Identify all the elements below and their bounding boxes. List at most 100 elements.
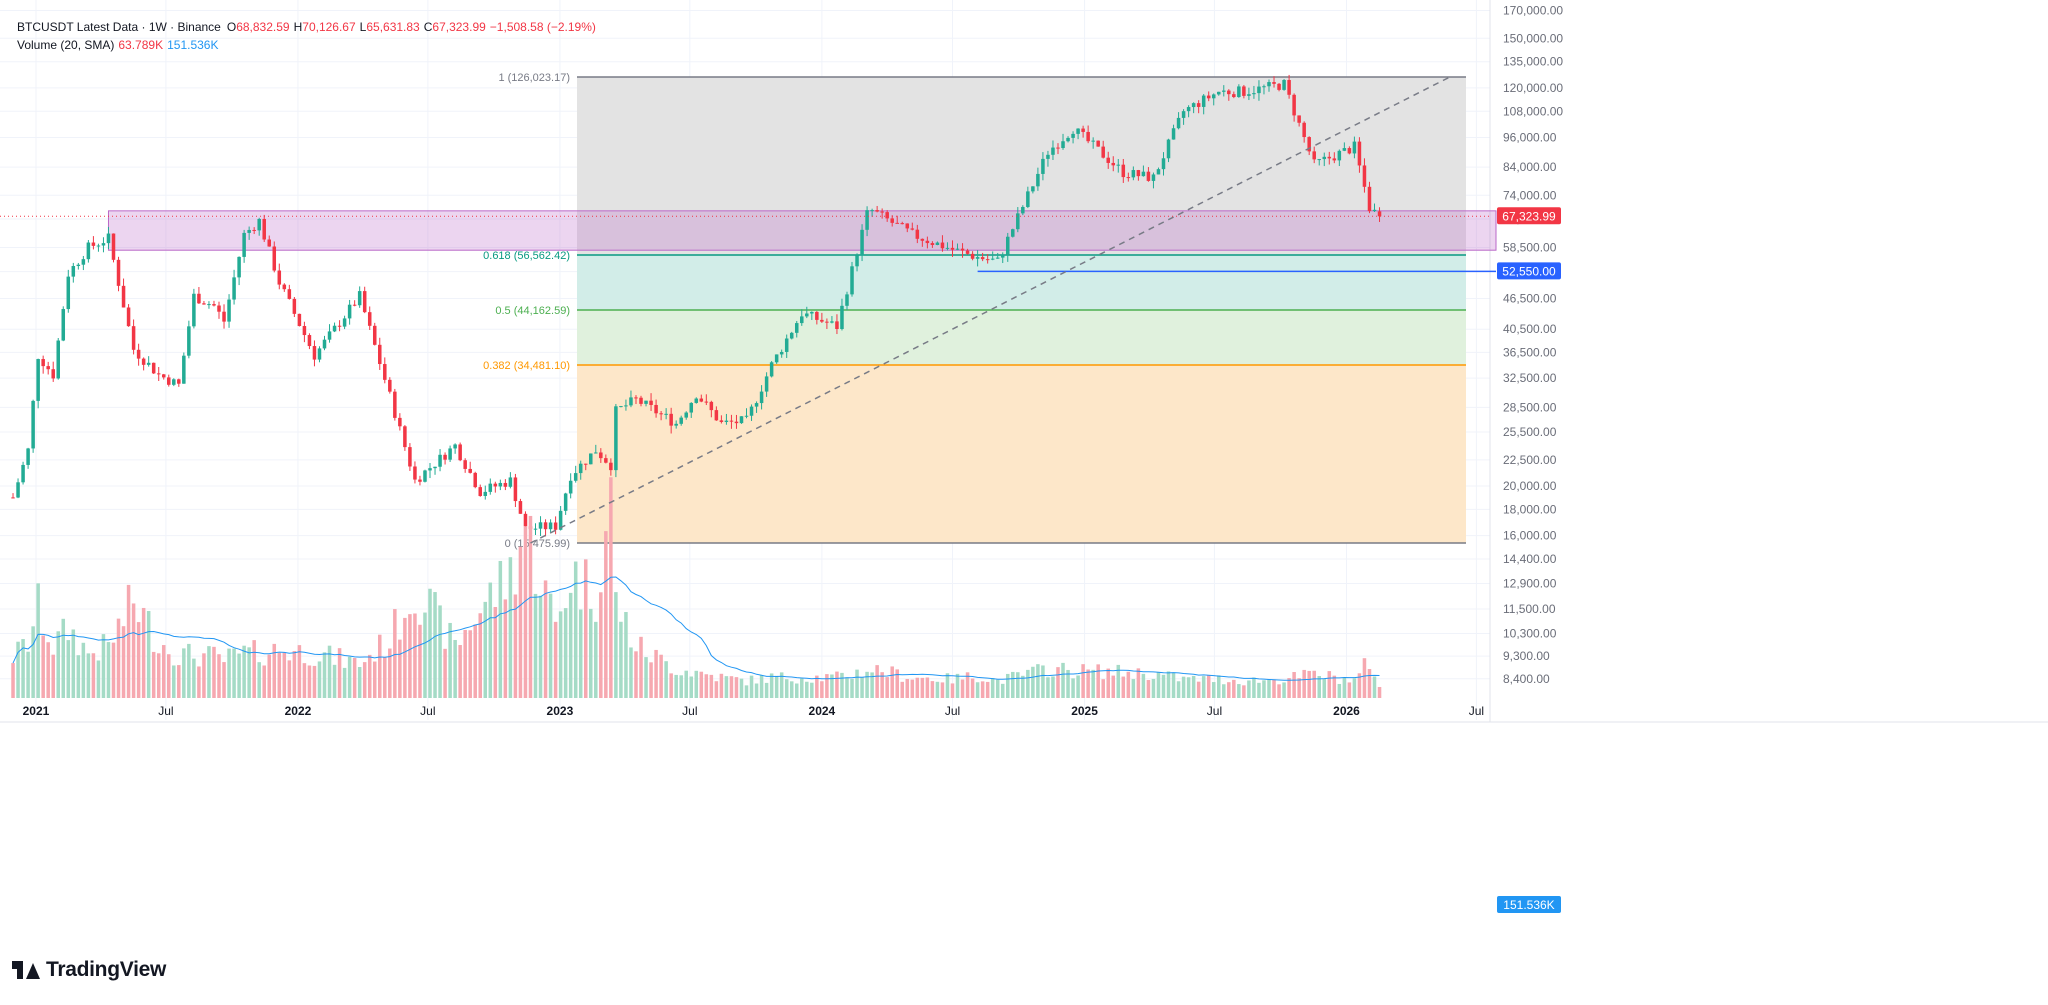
change-value: −1,508.58 (−2.19%): [489, 20, 596, 34]
candle-body: [1016, 213, 1020, 230]
candle-body: [1191, 103, 1196, 108]
volume-bar: [227, 648, 231, 698]
volume-bar: [1000, 683, 1005, 698]
volume-bar: [920, 677, 925, 698]
volume-bar: [950, 683, 955, 698]
candle-body: [1287, 80, 1291, 95]
last-price-tag: 67,323.99: [1502, 209, 1556, 223]
candle-body: [865, 210, 869, 230]
volume-bar: [855, 669, 859, 698]
volume-bar: [639, 636, 643, 698]
candle-body: [513, 477, 518, 502]
candle-body: [448, 448, 452, 460]
candle-body: [41, 359, 45, 367]
volume-bar: [985, 681, 990, 698]
volume-bar: [277, 652, 282, 698]
volume-bar: [558, 611, 563, 698]
candle-body: [307, 335, 312, 347]
volume-bar: [1056, 667, 1060, 698]
candle-body: [950, 247, 955, 250]
volume-bar: [1091, 669, 1095, 698]
volume-bar: [1377, 686, 1382, 698]
candle-body: [126, 307, 131, 327]
y-tick-label: 16,000.00: [1503, 529, 1557, 543]
candle-body: [257, 218, 261, 231]
candle-body: [156, 373, 161, 375]
candle-body: [895, 222, 899, 224]
candle-body: [146, 362, 151, 365]
volume-bar: [403, 617, 407, 698]
volume-bar: [794, 683, 799, 698]
volume-bar: [1222, 684, 1226, 698]
candle-body: [1086, 131, 1090, 142]
volume-bar: [835, 671, 839, 698]
candle-body: [317, 348, 322, 360]
volume-bar: [101, 634, 106, 698]
volume-bar: [965, 672, 970, 698]
candle-body: [1342, 148, 1347, 151]
volume-bar: [594, 621, 598, 698]
candle-body: [1302, 122, 1306, 138]
candle-body: [659, 413, 663, 415]
volume-bar: [573, 561, 578, 698]
candle-body: [523, 513, 528, 527]
volume-bar: [694, 670, 699, 698]
y-tick-label: 170,000.00: [1503, 3, 1563, 17]
candle-body: [408, 447, 412, 467]
candle-body: [880, 211, 884, 213]
candle-body: [383, 364, 387, 380]
candle-body: [629, 397, 633, 406]
volume-bar: [624, 612, 628, 698]
volume-bar: [1026, 669, 1030, 698]
volume-bar: [1136, 668, 1141, 698]
y-tick-label: 8,400.00: [1503, 672, 1550, 686]
volume-bar: [372, 661, 377, 698]
volume-bar: [192, 658, 196, 698]
y-tick-label: 36,500.00: [1503, 345, 1557, 359]
y-tick-label: 11,500.00: [1503, 602, 1556, 616]
candle-body: [604, 458, 608, 463]
candle-body: [1292, 94, 1296, 116]
volume-bar: [247, 647, 251, 698]
candle-body: [197, 293, 201, 304]
candle-body: [56, 340, 60, 379]
volume-bar: [26, 651, 30, 698]
volume-bar: [322, 652, 327, 698]
volume-bar: [568, 592, 573, 698]
tradingview-logo[interactable]: TradingView: [12, 958, 166, 982]
candle-body: [774, 354, 779, 363]
volume-bar: [1181, 676, 1186, 698]
candle-body: [1126, 177, 1131, 179]
volume-bar: [980, 681, 985, 698]
volume-bar: [1131, 679, 1136, 698]
candle-body: [1056, 147, 1060, 149]
candle-body: [583, 463, 588, 465]
fib-band: [577, 364, 1466, 544]
volume-bar: [222, 662, 226, 698]
tradingview-logo-icon: [12, 961, 40, 979]
volume-bar: [1322, 679, 1327, 698]
candle-body: [820, 319, 824, 322]
candle-body: [810, 311, 814, 314]
y-tick-label: 22,500.00: [1503, 453, 1557, 467]
volume-bar: [161, 645, 166, 698]
candle-body: [287, 289, 292, 299]
volume-bar: [1252, 677, 1256, 698]
candle-body: [81, 259, 86, 265]
candle-body: [860, 229, 864, 256]
volume-bar: [1337, 683, 1342, 698]
volume-indicator-title[interactable]: Volume (20, SMA): [17, 38, 115, 52]
volume-bar: [51, 654, 55, 698]
candle-body: [794, 323, 799, 333]
symbol-title[interactable]: BTCUSDT Latest Data · 1W · Binance: [17, 20, 221, 34]
trendline: [530, 76, 1451, 544]
candle-body: [488, 483, 493, 492]
candle-body: [1151, 174, 1156, 181]
volume-bar: [448, 622, 452, 698]
volume-bar: [815, 675, 819, 698]
candle-body: [503, 482, 508, 487]
volume-bar: [940, 682, 945, 698]
volume-bar: [423, 612, 427, 698]
